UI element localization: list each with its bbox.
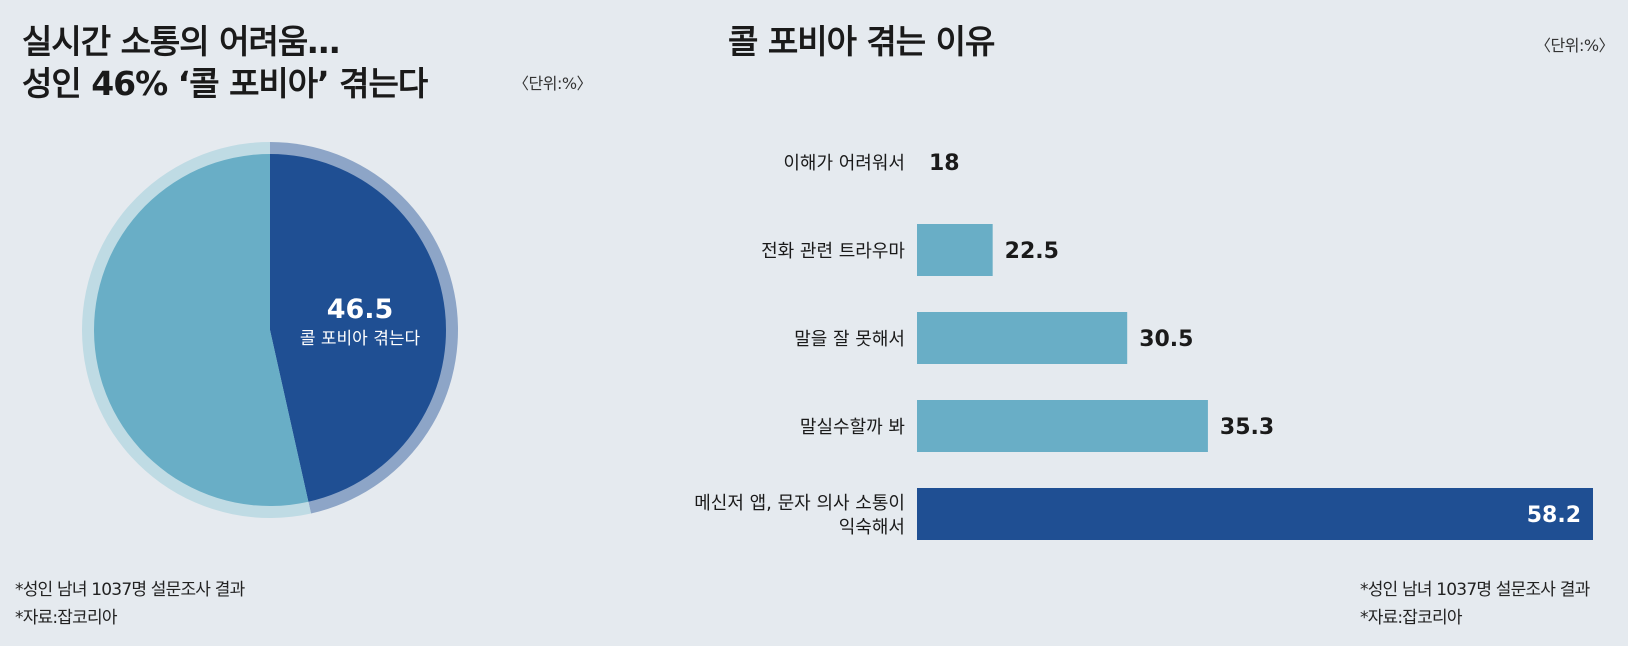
- bar-category-label-1: 전화 관련 트라우마: [761, 241, 905, 262]
- bar-unit-label: 〈단위:%〉: [1535, 36, 1615, 55]
- pie-note-survey: *성인 남녀 1037명 설문조사 결과: [15, 580, 245, 600]
- bar-value-label-3: 35.3: [1220, 415, 1274, 440]
- bar-category-label-2: 말을 잘 못해서: [794, 329, 905, 350]
- bar-4: [917, 488, 1593, 540]
- bar-title: 콜 포비아 겪는 이유: [728, 22, 995, 61]
- pie-slice-phobia: [270, 154, 447, 502]
- pie-data-label-value: 46.5: [327, 294, 394, 325]
- bar-chart: 이해가 어려워서 18 전화 관련 트라우마 22.5 말을 잘 못해서 30.5 말실수할…: [694, 151, 1593, 540]
- bar-note-source: *자료:잡코리아: [1360, 608, 1462, 628]
- bar-category-label-0: 이해가 어려워서: [783, 153, 905, 174]
- bar-category-label-4-0: 메신저 앱, 문자 의사 소통이: [694, 493, 905, 514]
- bar-2: [917, 312, 1128, 364]
- pie-title-line2: 성인 46% ‘콜 포비아’ 겪는다: [22, 64, 428, 103]
- bar-value-label-0: 18: [929, 151, 960, 176]
- bar-value-label-4: 58.2: [1527, 503, 1581, 528]
- bar-1: [917, 224, 993, 276]
- pie-data-label-text: 콜 포비아 겪는다: [300, 329, 421, 349]
- bar-note-survey: *성인 남녀 1037명 설문조사 결과: [1360, 580, 1590, 600]
- bar-value-label-1: 22.5: [1005, 239, 1059, 264]
- pie-title-line1: 실시간 소통의 어려움…: [22, 22, 340, 61]
- pie-slice-other: [94, 154, 309, 506]
- pie-unit-label: 〈단위:%〉: [513, 74, 593, 93]
- bar-value-label-2: 30.5: [1139, 327, 1193, 352]
- pie-chart: 46.5 콜 포비아 겪는다: [81, 142, 458, 518]
- pie-note-source: *자료:잡코리아: [15, 608, 117, 628]
- bar-category-label-4-1: 익숙해서: [839, 517, 905, 538]
- bar-category-label-3: 말실수할까 봐: [800, 417, 905, 438]
- bar-3: [917, 400, 1208, 452]
